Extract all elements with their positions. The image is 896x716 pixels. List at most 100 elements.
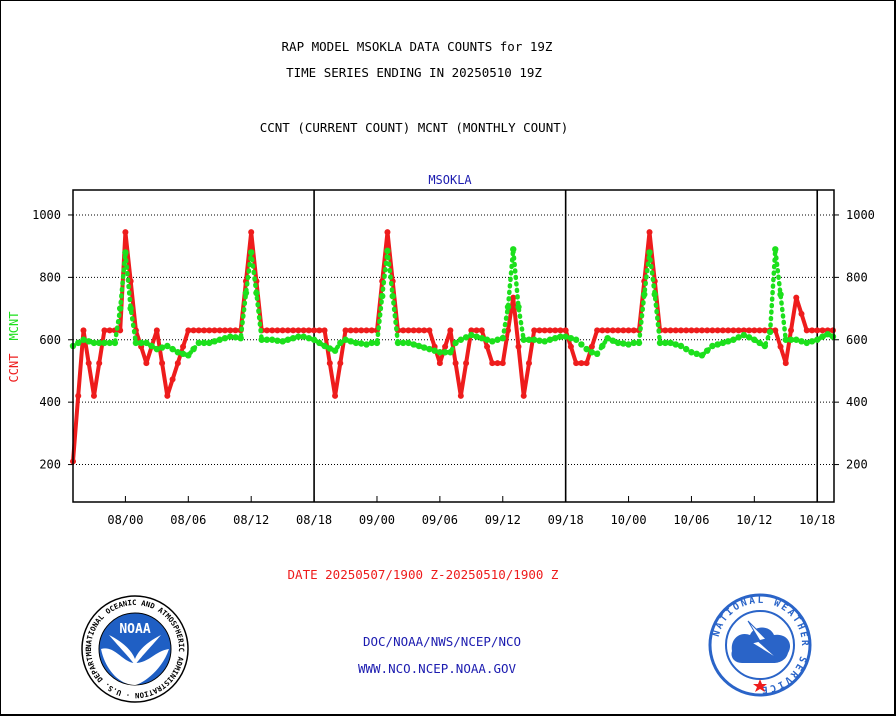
data-point-ccnt bbox=[688, 327, 695, 334]
data-point-ccnt bbox=[578, 360, 585, 367]
nws-logo: NATIONAL WEATHER SERVICE bbox=[708, 593, 812, 697]
data-point-ccnt bbox=[573, 360, 580, 367]
data-point-ccnt bbox=[452, 360, 459, 367]
data-point-ccnt bbox=[740, 327, 747, 334]
data-point-ccnt bbox=[421, 327, 428, 334]
data-point-ccnt bbox=[484, 343, 491, 350]
data-point-ccnt bbox=[106, 327, 113, 334]
xtick-label: 08/00 bbox=[107, 513, 143, 527]
data-point-mcnt bbox=[578, 341, 585, 348]
data-point-ccnt bbox=[667, 327, 674, 334]
data-point-ccnt bbox=[174, 360, 181, 367]
data-point-ccnt bbox=[201, 327, 208, 334]
data-point-mcnt bbox=[730, 336, 737, 343]
data-point-mcnt bbox=[819, 333, 826, 340]
data-point-mcnt bbox=[295, 333, 302, 340]
data-point-ccnt bbox=[567, 343, 574, 350]
data-point-mcnt bbox=[656, 339, 664, 347]
website-link[interactable]: WWW.NCO.NCEP.NOAA.GOV bbox=[357, 661, 517, 676]
data-point-mcnt bbox=[80, 336, 87, 343]
data-point-ccnt bbox=[782, 360, 789, 367]
xtick-label: 10/18 bbox=[799, 513, 835, 527]
data-point-ccnt bbox=[819, 327, 826, 334]
data-point-ccnt bbox=[531, 327, 538, 334]
data-point-ccnt bbox=[510, 294, 517, 301]
data-point-ccnt bbox=[305, 327, 312, 334]
series-layer bbox=[69, 229, 837, 465]
data-point-mcnt bbox=[814, 336, 821, 343]
data-point-ccnt bbox=[447, 327, 454, 334]
data-point-ccnt bbox=[436, 360, 443, 367]
data-point-mcnt bbox=[499, 335, 506, 342]
noaa-center-text: NOAA bbox=[119, 622, 150, 637]
xtick-label: 09/00 bbox=[359, 513, 395, 527]
header-title-line2: TIME SERIES ENDING IN 20250510 19Z bbox=[286, 65, 542, 80]
grid-lines bbox=[73, 190, 834, 502]
data-point-ccnt bbox=[630, 327, 637, 334]
lightning-icon bbox=[747, 620, 779, 660]
data-point-mcnt bbox=[614, 339, 622, 347]
data-point-mcnt bbox=[321, 342, 328, 350]
ytick-label-right: 200 bbox=[846, 458, 868, 472]
data-point-mcnt bbox=[761, 342, 769, 350]
data-point-ccnt bbox=[195, 327, 202, 334]
data-point-ccnt bbox=[221, 327, 228, 334]
data-point-ccnt bbox=[751, 327, 758, 334]
data-point-mcnt bbox=[263, 336, 271, 343]
data-point-ccnt bbox=[788, 327, 795, 334]
data-point-mcnt bbox=[237, 335, 244, 342]
data-point-mcnt bbox=[148, 342, 155, 350]
data-point-mcnt bbox=[368, 339, 375, 347]
xtick-label: 10/00 bbox=[610, 513, 646, 527]
data-point-mcnt bbox=[635, 339, 643, 347]
data-point-mcnt bbox=[557, 333, 564, 340]
data-point-mcnt bbox=[216, 336, 223, 343]
data-point-ccnt bbox=[463, 360, 470, 367]
data-point-ccnt bbox=[599, 327, 606, 334]
data-point-mcnt bbox=[583, 345, 590, 353]
data-point-ccnt bbox=[520, 392, 527, 399]
data-point-ccnt bbox=[300, 327, 307, 334]
xtick-label: 10/06 bbox=[673, 513, 709, 527]
data-point-mcnt bbox=[394, 339, 402, 347]
data-point-mcnt bbox=[227, 333, 234, 340]
xtick-label: 08/18 bbox=[296, 513, 332, 527]
ytick-label-left: 200 bbox=[39, 458, 61, 472]
data-point-mcnt bbox=[452, 339, 459, 347]
data-point-ccnt bbox=[756, 327, 763, 334]
date-range-label: DATE 20250507/1900 Z-20250510/1900 Z bbox=[287, 567, 559, 582]
data-point-mcnt bbox=[247, 249, 255, 256]
data-point-mcnt bbox=[808, 338, 816, 345]
data-point-ccnt bbox=[719, 327, 726, 334]
data-point-ccnt bbox=[803, 327, 810, 334]
data-point-mcnt bbox=[510, 246, 517, 253]
data-point-mcnt bbox=[169, 345, 176, 353]
data-point-mcnt bbox=[373, 339, 381, 347]
data-point-mcnt bbox=[441, 349, 449, 356]
data-point-mcnt bbox=[127, 305, 134, 312]
data-point-mcnt bbox=[478, 335, 486, 342]
data-point-mcnt bbox=[651, 291, 658, 298]
data-point-ccnt bbox=[159, 360, 166, 367]
data-point-mcnt bbox=[389, 292, 396, 300]
data-point-mcnt bbox=[588, 349, 596, 356]
data-point-ccnt bbox=[552, 327, 559, 334]
time-series-chart: MSOKLA CCNT MCNT 200 200 400 400 600 600 800 80… bbox=[7, 173, 875, 527]
xtick-label: 09/12 bbox=[485, 513, 521, 527]
ytick-label-left: 600 bbox=[39, 333, 61, 347]
data-point-ccnt bbox=[557, 327, 564, 334]
data-point-ccnt bbox=[457, 392, 464, 399]
data-point-mcnt bbox=[829, 333, 837, 340]
data-point-mcnt bbox=[352, 339, 360, 347]
data-point-mcnt bbox=[593, 350, 601, 357]
data-point-mcnt bbox=[310, 336, 318, 343]
data-point-ccnt bbox=[85, 360, 92, 367]
data-point-ccnt bbox=[426, 327, 433, 334]
data-point-mcnt bbox=[494, 336, 501, 343]
data-point-mcnt bbox=[337, 339, 344, 347]
data-point-ccnt bbox=[342, 327, 349, 334]
data-point-ccnt bbox=[609, 327, 616, 334]
data-point-mcnt bbox=[305, 335, 313, 342]
data-point-mcnt bbox=[85, 338, 92, 345]
data-point-mcnt bbox=[672, 341, 679, 348]
